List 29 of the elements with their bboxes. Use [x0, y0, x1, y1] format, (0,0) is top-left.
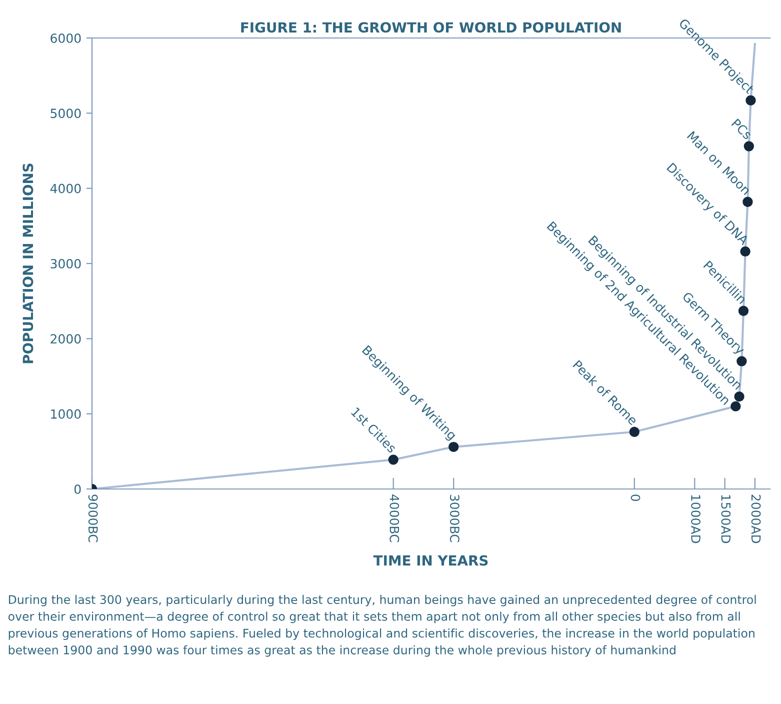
- y-tick-label: 1000: [51, 409, 81, 419]
- annotation: PCs: [731, 118, 753, 140]
- point: [388, 454, 398, 465]
- point: [734, 391, 744, 402]
- y-tick-label: 6000: [50, 33, 81, 43]
- x-tick-label: 3000BC: [450, 494, 460, 542]
- point: [730, 401, 741, 412]
- x-tick-label: 1000AD: [691, 495, 700, 544]
- point: [744, 141, 754, 152]
- x-tick-label: 9000BC: [88, 494, 98, 542]
- point: [740, 246, 750, 257]
- x-tick-label: 0: [630, 494, 640, 501]
- x-tick-label: 1500AD: [721, 495, 731, 544]
- point: [742, 196, 753, 207]
- y-axis-title: POPULATION IN MILLIONS: [22, 164, 34, 364]
- y-tick-label: 3000: [50, 258, 81, 268]
- x-tick-label: 4000BC: [390, 494, 400, 542]
- text: During the last 300 years, particularly during the last century, human beings have gained an unprecedented degree of control over their environment—a degree of control so great that it sets them apart not only from all other species but also from all previous generations of Homo sapiens. Fueled by technological and scientific discoveries, the increase in the world population between 1900 and 1990 was four times as great as the increase during the whole previous history of humankind: [8, 594, 756, 657]
- chart-title: FIGURE 1: THE GROWTH OF WORLD POPULATION: [241, 22, 621, 33]
- y-tick-label: 0: [74, 484, 81, 494]
- y-tick-label: 5000: [50, 108, 81, 118]
- y-tick-label: 2000: [50, 334, 81, 344]
- x-tick-label: 2000AD: [751, 494, 761, 544]
- x-axis-title: TIME IN YEARS: [373, 555, 488, 566]
- point: [448, 442, 459, 452]
- point: [746, 95, 756, 106]
- y-tick-label: 4000: [50, 184, 81, 194]
- point: [738, 306, 749, 316]
- point: [629, 426, 640, 437]
